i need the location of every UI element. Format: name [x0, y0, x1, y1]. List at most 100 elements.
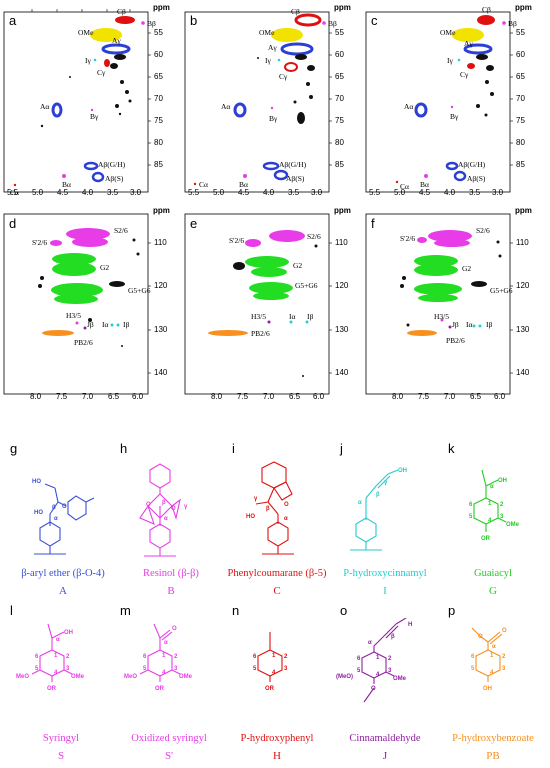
structure-o-drawing: H β α OMe (MeO) O 1 2 3 4 5 6 [336, 618, 412, 703]
ytick: 55 [154, 28, 163, 37]
struct-i-name: Phenylcoumarane (β-5) [227, 568, 327, 579]
label-ig: Iγ [85, 56, 91, 65]
atom-n4: 4 [162, 670, 166, 676]
ytick: 110 [335, 238, 348, 247]
xtick: 6.5 [108, 392, 120, 401]
label-ag: Aγ [268, 43, 277, 52]
xtick: 5.5 [7, 188, 19, 197]
xtick: 8.0 [392, 392, 404, 401]
struct-p-code: PB [486, 750, 500, 762]
nmr-panel-e: e ppm 110 120 130 140 8.0 7.5 7.0 6.5 6.… [183, 206, 359, 402]
atom-ome: OMe [71, 674, 85, 680]
label-s26: S2/6 [307, 232, 321, 241]
panel-a-frame [3, 9, 151, 193]
label-ib: Iβ [307, 312, 314, 321]
atom-n6: 6 [469, 502, 473, 508]
label-abgh: Aβ(G/H) [458, 160, 486, 169]
xtick: 6.5 [470, 392, 482, 401]
label-h35: H3/5 [251, 312, 266, 321]
label-ome: OMe [78, 28, 94, 37]
xtick: 4.0 [444, 188, 456, 197]
ytick: 110 [516, 238, 529, 247]
panel-c-letter: c [371, 13, 378, 28]
atom-or: OR [481, 536, 491, 542]
struct-h-code: B [167, 585, 175, 597]
atom-n6: 6 [35, 654, 39, 660]
ytick: 85 [154, 160, 163, 169]
atom-n4: 4 [488, 518, 492, 524]
label-jb: Jβ [87, 320, 94, 329]
label-ome: OMe [440, 28, 456, 37]
ytick: 70 [154, 94, 163, 103]
atom-alpha: α [358, 500, 362, 506]
ytick: 130 [335, 325, 349, 334]
label-pb: PB2/6 [446, 336, 465, 345]
panel-e-letter: e [190, 216, 198, 231]
label-abgh: Aβ(G/H) [98, 160, 126, 169]
label-bb: Bβ [147, 19, 156, 28]
atom-n3: 3 [174, 666, 178, 672]
ytick: 70 [516, 94, 525, 103]
atom-gamma: γ [254, 496, 258, 502]
atom-alpha: α [56, 637, 60, 643]
label-aa: Aα [404, 102, 414, 111]
atom-beta: β [266, 506, 270, 512]
atom-meo: MeO [124, 674, 137, 680]
struct-n-name: P-hydroxyphenyl [240, 733, 314, 744]
struct-o-letter: o [340, 603, 348, 618]
panel-f-frame [365, 213, 513, 395]
nmr-panel-d: d ppm 110 120 130 140 8.0 7.5 7.0 6.5 6.… [2, 206, 178, 402]
atom-n1: 1 [376, 655, 380, 661]
xtick: 3.0 [311, 188, 323, 197]
label-g2: G2 [293, 261, 303, 270]
atom-n5: 5 [469, 514, 473, 520]
struct-j-letter: j [340, 441, 343, 456]
panel-d-frame [3, 213, 151, 395]
ytick: 60 [516, 50, 525, 59]
atom-n2: 2 [284, 654, 288, 660]
struct-m-name: Oxidized syringyl [131, 733, 207, 744]
xtick: 4.5 [419, 188, 431, 197]
structure-k-drawing: OH α OMe OR 1 2 3 4 5 6 [469, 469, 520, 542]
atom-n1: 1 [488, 501, 492, 507]
atom-n4: 4 [272, 670, 276, 676]
atom-oh: OH [498, 478, 507, 484]
atom-o: O [172, 626, 177, 632]
ytick: 75 [154, 116, 163, 125]
label-s26: S2/6 [476, 226, 490, 235]
label-g2: G2 [100, 263, 110, 272]
label-ag: Aγ [112, 36, 121, 45]
atom-beta: β [391, 634, 395, 640]
xtick: 5.5 [369, 188, 381, 197]
struct-n-letter: n [232, 603, 240, 618]
ytick: 60 [154, 50, 163, 59]
label-g2: G2 [462, 264, 472, 273]
atom-alpha: α [164, 640, 168, 646]
atom-gamma: γ [184, 504, 188, 510]
struct-h-letter: h [120, 441, 128, 456]
panel-c-ppm-y: ppm [515, 3, 532, 12]
ytick: 65 [335, 72, 344, 81]
ytick: 75 [335, 116, 344, 125]
panel-c-frame [365, 11, 513, 193]
xtick: 7.0 [263, 392, 275, 401]
atom-o2: O [171, 506, 176, 512]
ytick: 120 [154, 281, 168, 290]
xtick: 5.5 [188, 188, 200, 197]
nmr-panel-b: b ppm 55 60 65 70 75 80 85 5.5 5.0 4.5 4… [183, 2, 359, 198]
label-ia: Iα [102, 320, 109, 329]
ytick: 120 [516, 281, 530, 290]
atom-o: O [371, 686, 376, 692]
xtick: 4.0 [82, 188, 94, 197]
atom-n4: 4 [490, 670, 494, 676]
structure-m-drawing: O α OMe MeO OR 1 2 3 4 5 6 [124, 623, 193, 692]
label-cg: Cγ [97, 68, 106, 77]
atom-o: O [478, 634, 483, 640]
xtick: 5.0 [394, 188, 406, 197]
atom-n6: 6 [143, 654, 147, 660]
xtick: 8.0 [211, 392, 223, 401]
ytick: 120 [335, 281, 349, 290]
atom-beta: β [52, 505, 56, 511]
struct-o-name: Cinnamaldehyde [349, 733, 421, 744]
label-cg: Cγ [279, 72, 288, 81]
